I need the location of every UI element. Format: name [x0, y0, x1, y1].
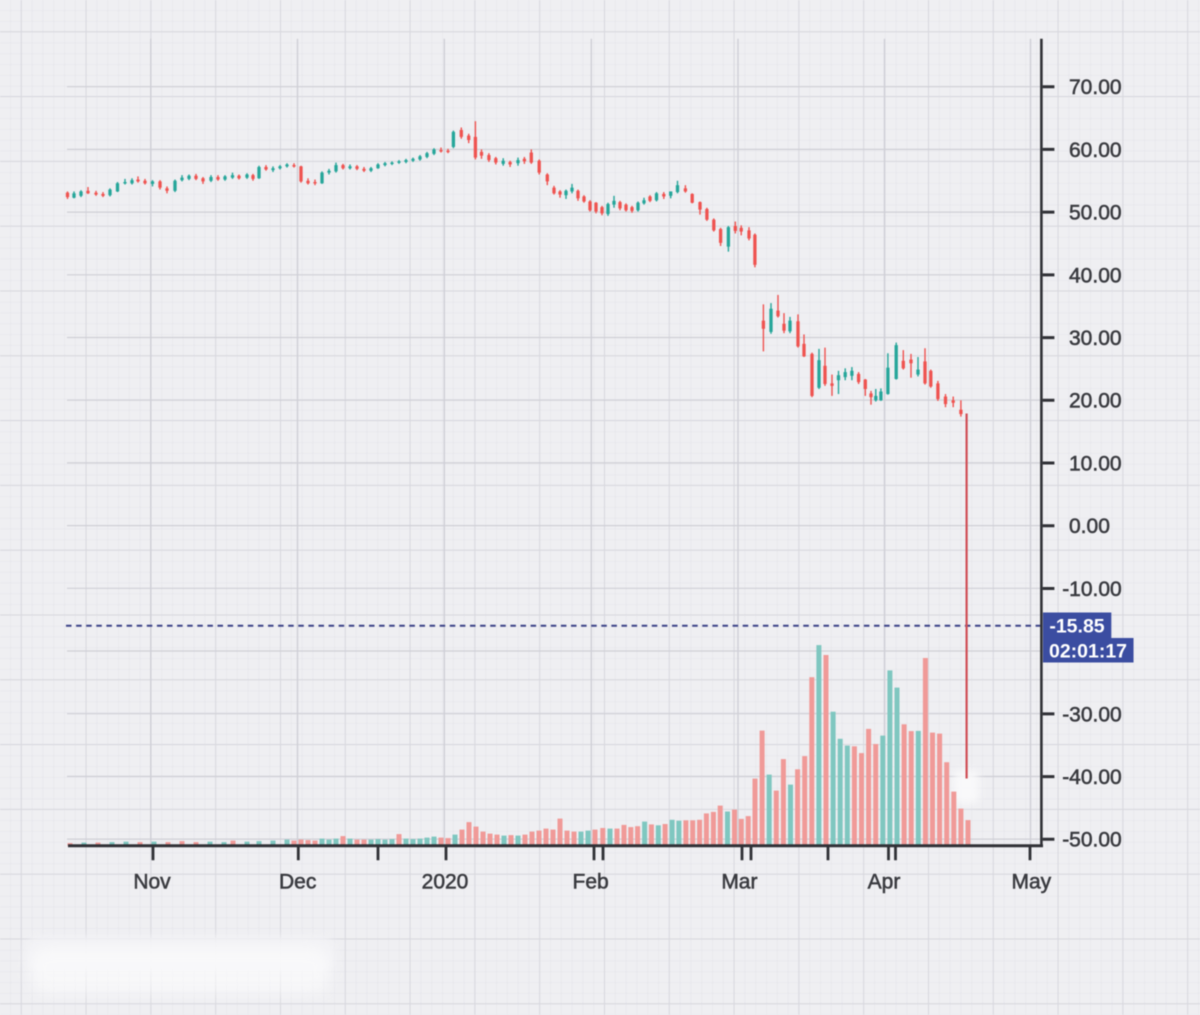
- svg-text:30.00: 30.00: [1069, 327, 1122, 350]
- svg-text:-15.85: -15.85: [1049, 616, 1104, 638]
- svg-text:-40.00: -40.00: [1062, 766, 1122, 789]
- svg-text:60.00: 60.00: [1069, 139, 1122, 162]
- svg-text:02:01:17: 02:01:17: [1049, 641, 1127, 663]
- svg-text:70.00: 70.00: [1069, 76, 1122, 99]
- svg-text:Apr: Apr: [868, 871, 901, 894]
- svg-text:10.00: 10.00: [1069, 452, 1122, 475]
- svg-text:20.00: 20.00: [1069, 390, 1122, 413]
- svg-text:Nov: Nov: [133, 871, 171, 894]
- svg-text:-30.00: -30.00: [1062, 703, 1122, 726]
- svg-text:May: May: [1011, 871, 1051, 894]
- svg-text:40.00: 40.00: [1069, 264, 1122, 287]
- svg-text:-50.00: -50.00: [1062, 829, 1122, 852]
- svg-text:-10.00: -10.00: [1062, 578, 1122, 601]
- svg-text:Feb: Feb: [573, 871, 609, 894]
- svg-text:0.00: 0.00: [1069, 515, 1110, 538]
- svg-text:Mar: Mar: [721, 871, 757, 894]
- svg-text:Dec: Dec: [279, 871, 316, 894]
- svg-text:2020: 2020: [422, 871, 469, 894]
- svg-text:50.00: 50.00: [1069, 202, 1122, 225]
